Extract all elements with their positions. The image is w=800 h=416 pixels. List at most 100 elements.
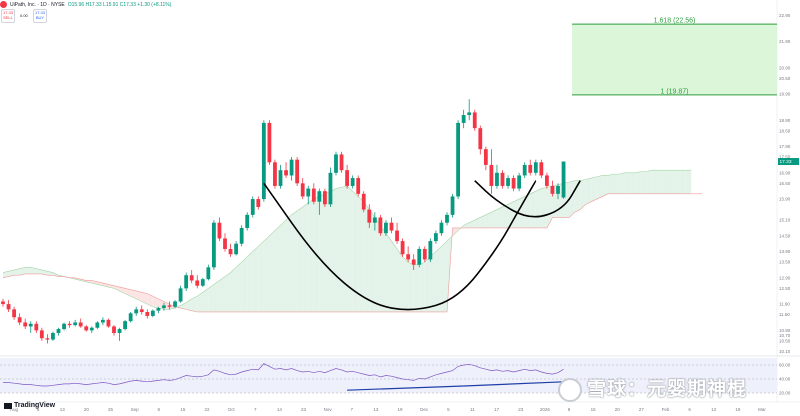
cloud-segment [114,285,120,291]
time-tick-label: 6 [688,407,691,412]
sell-button[interactable]: 17.33 SELL [1,9,15,23]
cloud-segment [641,171,647,194]
candle-body [300,183,305,197]
cloud-segment [408,262,414,312]
cloud-segment [369,209,375,312]
candle-body [417,248,422,265]
candle-body [223,238,227,249]
price-tick-label: 20.90 [779,65,791,70]
price-tick-label: 11.50 [779,312,790,317]
candle-body [139,309,144,312]
candle-body [234,243,238,255]
candle-body [1,301,5,305]
candle-body [128,313,133,322]
candle-body [78,322,83,327]
time-tick-label: 20 [615,407,621,412]
cloud-segment [141,292,148,305]
time-tick-label: 15 [591,407,597,412]
cloud-segment [241,256,248,312]
price-tick-label: 10.10 [779,349,791,354]
price-tick-label: 14.50 [779,233,791,238]
cloud-segment [213,280,220,312]
candle-body [361,193,366,210]
cloud-segment [36,268,42,274]
cloud-segment [591,176,597,202]
cloud-segment [569,180,575,218]
indicator-tick-label: 20.00 [779,391,791,396]
cloud-segment [152,296,159,309]
candle-body [117,329,122,333]
cloud-span-b [2,193,703,313]
cloud-segment [402,256,409,312]
candle-body [306,188,311,197]
candle-body [522,164,527,176]
indicator-tick-label: 40.00 [779,377,791,382]
cloud-segment [186,298,192,311]
cloud-segment [91,280,98,285]
cloud-segment [80,279,87,282]
cloud-segment [86,280,92,284]
time-tick-label: Feb [662,407,670,412]
candle-body [406,254,411,260]
cloud-segment [363,201,370,312]
time-tick-label: Aug [10,407,19,412]
cloud-segment [358,196,364,312]
candle-body [89,327,94,331]
cloud-segment [374,217,381,312]
ohlc-readout: O15.96 H17.33 L15.91 C17.33 +1.30 (+8.11… [67,1,172,8]
price-tick-label: 16.90 [779,170,791,175]
candle-body [256,199,261,207]
candle-body [156,308,161,311]
cloud-segment [347,185,353,312]
candle-body [45,338,50,340]
candle-body [34,323,39,331]
candle-body [228,248,233,255]
cloud-segment [669,170,675,194]
candle-body [167,305,172,307]
price-tick-label: 10.50 [779,338,791,343]
candle-body [384,222,388,234]
candle-body [106,319,111,327]
watermark-text: 雪球：元婴期神棍 [587,379,748,400]
time-tick-label: 20 [84,407,90,412]
candle-body [23,322,28,327]
price-tick-label: 15.10 [779,218,791,223]
time-tick-label: Mar [758,407,766,412]
candle-body [356,178,361,194]
ichimoku-cloud [2,169,703,313]
cloud-segment [596,175,603,200]
price-axis-bg [777,0,800,402]
candle-body [434,233,438,242]
candle-body [51,332,55,340]
cloud-segment [535,188,542,228]
candle-body [250,199,255,215]
cloud-segment [502,204,509,228]
price-tick-label: 21.90 [779,39,791,44]
cloud-segment [269,230,275,312]
cloud-segment [624,172,631,194]
time-tick-label: 5 [447,407,450,412]
candle-body [456,122,460,197]
candle-body [62,323,66,330]
time-tick-label: Dec [420,407,429,412]
cloud-segment [397,248,403,312]
time-tick-label: 13 [60,407,66,412]
cloud-segment [480,214,486,228]
candle-body [95,322,100,328]
candle-body [150,310,155,316]
cloud-segment [424,256,431,312]
candle-body [200,279,205,286]
tradingview-logo: TradingView [4,402,55,409]
buy-button[interactable]: 17.33 BUY [33,9,47,23]
price-tick-label: 10.70 [779,333,791,338]
price-tick-label: 12.50 [779,286,791,291]
candle-body [245,214,250,228]
candle-body [445,214,449,223]
cloud-segment [541,187,547,228]
cloud-segment [119,287,126,294]
candle-body [112,326,116,333]
symbol-title[interactable]: UiPath, Inc. · 1D · NYSE [10,1,65,8]
candle-body [217,222,222,239]
price-tick-label: 12.90 [779,275,791,280]
